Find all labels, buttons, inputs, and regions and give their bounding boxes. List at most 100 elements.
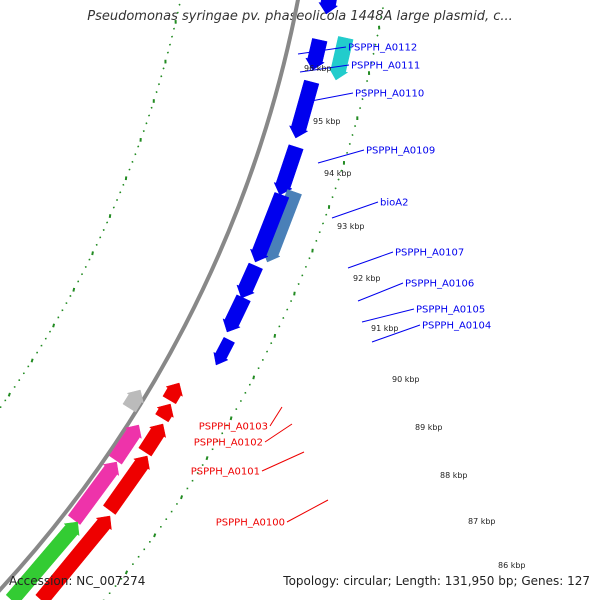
outer-tick-mark xyxy=(380,16,383,19)
outer-tick-mark xyxy=(293,291,296,296)
gene-arrow xyxy=(236,262,263,299)
gene-label: PSPPH_A0109 xyxy=(366,146,435,157)
kbp-label: 92 kbp xyxy=(353,274,381,283)
accession-text: Accession: NC_007274 xyxy=(9,574,146,588)
inner-tick-mark xyxy=(145,122,148,125)
outer-tick-mark xyxy=(361,98,364,101)
kbp-label: 86 kbp xyxy=(498,561,526,570)
label-leader-line xyxy=(261,451,305,472)
gene-label: PSPPH_A0106 xyxy=(405,279,474,290)
label-leader-line xyxy=(264,423,293,443)
label-leader-line xyxy=(357,282,404,302)
outer-tick-mark xyxy=(180,495,184,500)
inner-tick-mark xyxy=(134,153,137,156)
inner-tick-mark xyxy=(150,106,153,109)
outer-tick-mark xyxy=(370,61,373,64)
inner-tick-mark xyxy=(137,145,140,148)
kbp-labels-layer: 96 kbp 95 kbp 94 kbp 93 kbp 92 kbp 91 kbp 90 k… xyxy=(304,64,526,570)
gene-arrow xyxy=(67,461,120,525)
outer-tick-mark xyxy=(252,375,256,380)
gene-arrow xyxy=(122,389,144,413)
gene-label: PSPPH_A0101 xyxy=(191,467,260,478)
inner-tick-mark xyxy=(172,27,176,30)
label-leader-line xyxy=(305,92,354,103)
inner-tick-mark xyxy=(30,358,34,363)
outer-tick-mark xyxy=(124,570,129,575)
label-leader-line xyxy=(317,149,365,164)
inner-tick-mark xyxy=(155,91,158,94)
outer-tick-mark xyxy=(363,89,366,92)
gene-label: PSPPH_A0112 xyxy=(348,43,417,54)
outer-tick-mark xyxy=(153,533,157,538)
tick-marks-layer xyxy=(0,0,385,600)
gene-arrow xyxy=(289,79,320,139)
kbp-label: 94 kbp xyxy=(324,169,352,178)
gene-arrow xyxy=(213,336,235,366)
backbone-layer xyxy=(0,0,300,593)
label-leader-line xyxy=(331,201,379,219)
gene-label: PSPPH_A0111 xyxy=(351,61,420,72)
outer-tick-mark xyxy=(366,79,369,83)
label-leader-line xyxy=(361,308,415,323)
gene-arrow xyxy=(222,294,251,333)
inner-tick-mark xyxy=(142,130,145,133)
gene-arrow xyxy=(273,144,304,196)
gene-arrow xyxy=(318,0,339,15)
inner-tick-mark xyxy=(166,51,169,54)
gene-arrow xyxy=(138,423,167,457)
gene-arrow xyxy=(162,382,183,405)
outer-tick-mark xyxy=(354,125,357,128)
outer-tick-mark xyxy=(381,7,384,10)
kbp-label: 88 kbp xyxy=(440,471,468,480)
gene-label: PSPPH_A0104 xyxy=(422,321,491,332)
inner-tick-mark xyxy=(131,160,134,163)
kbp-label: 93 kbp xyxy=(337,222,365,231)
gene-label: PSPPH_A0107 xyxy=(395,248,464,259)
outer-tick-mark xyxy=(331,196,334,199)
map-title: Pseudomonas syringae pv. phaseolicola 14… xyxy=(87,9,513,24)
genes-layer xyxy=(5,0,354,600)
label-leader-line xyxy=(297,46,347,55)
summary-text: Topology: circular; Length: 131,950 bp; … xyxy=(283,574,590,588)
gene-arrow xyxy=(102,455,150,515)
outer-tick-mark xyxy=(334,187,337,190)
gene-label: PSPPH_A0105 xyxy=(416,305,485,316)
outer-tick-mark xyxy=(376,34,379,37)
outer-tick-mark xyxy=(348,142,351,145)
inner-tick-mark xyxy=(160,75,163,78)
gene-arrow xyxy=(155,403,174,423)
backbone-ring xyxy=(0,0,300,593)
inner-tick-mark xyxy=(168,43,172,46)
inner-tick-mark xyxy=(176,11,179,14)
gene-arrow xyxy=(108,424,142,465)
outer-tick-mark xyxy=(229,416,233,421)
outer-tick-mark xyxy=(346,151,349,154)
outer-tick-mark xyxy=(325,213,328,216)
outer-tick-mark xyxy=(205,456,209,461)
outer-tick-mark xyxy=(318,231,321,234)
gene-arrow xyxy=(305,38,328,71)
label-leader-line xyxy=(347,251,394,269)
inner-tick-mark xyxy=(52,323,56,328)
label-leader-line xyxy=(371,324,421,343)
kbp-label: 95 kbp xyxy=(313,117,341,126)
gene-arrow xyxy=(328,36,354,81)
label-leader-line xyxy=(269,406,283,427)
inner-tick-mark xyxy=(178,3,181,6)
kbp-label: 96 kbp xyxy=(304,64,332,73)
gene-label: PSPPH_A0103 xyxy=(199,422,268,433)
gene-arrow xyxy=(249,192,290,263)
outer-tick-mark xyxy=(372,52,375,55)
inner-tick-mark xyxy=(148,114,151,117)
label-leader-line xyxy=(299,64,350,73)
gene-arrow xyxy=(35,515,112,600)
kbp-label: 91 kbp xyxy=(371,324,399,333)
gene-label: bioA2 xyxy=(380,198,408,209)
gene-labels-layer: PSPPH_A0112 PSPPH_A0111 PSPPH_A0110 PSPPH_A… xyxy=(191,43,492,529)
inner-tick-mark xyxy=(108,214,112,219)
outer-tick-mark xyxy=(351,133,354,137)
outer-tick-mark xyxy=(337,178,340,181)
kbp-label: 90 kbp xyxy=(392,375,420,384)
outer-tick-mark xyxy=(359,107,362,110)
